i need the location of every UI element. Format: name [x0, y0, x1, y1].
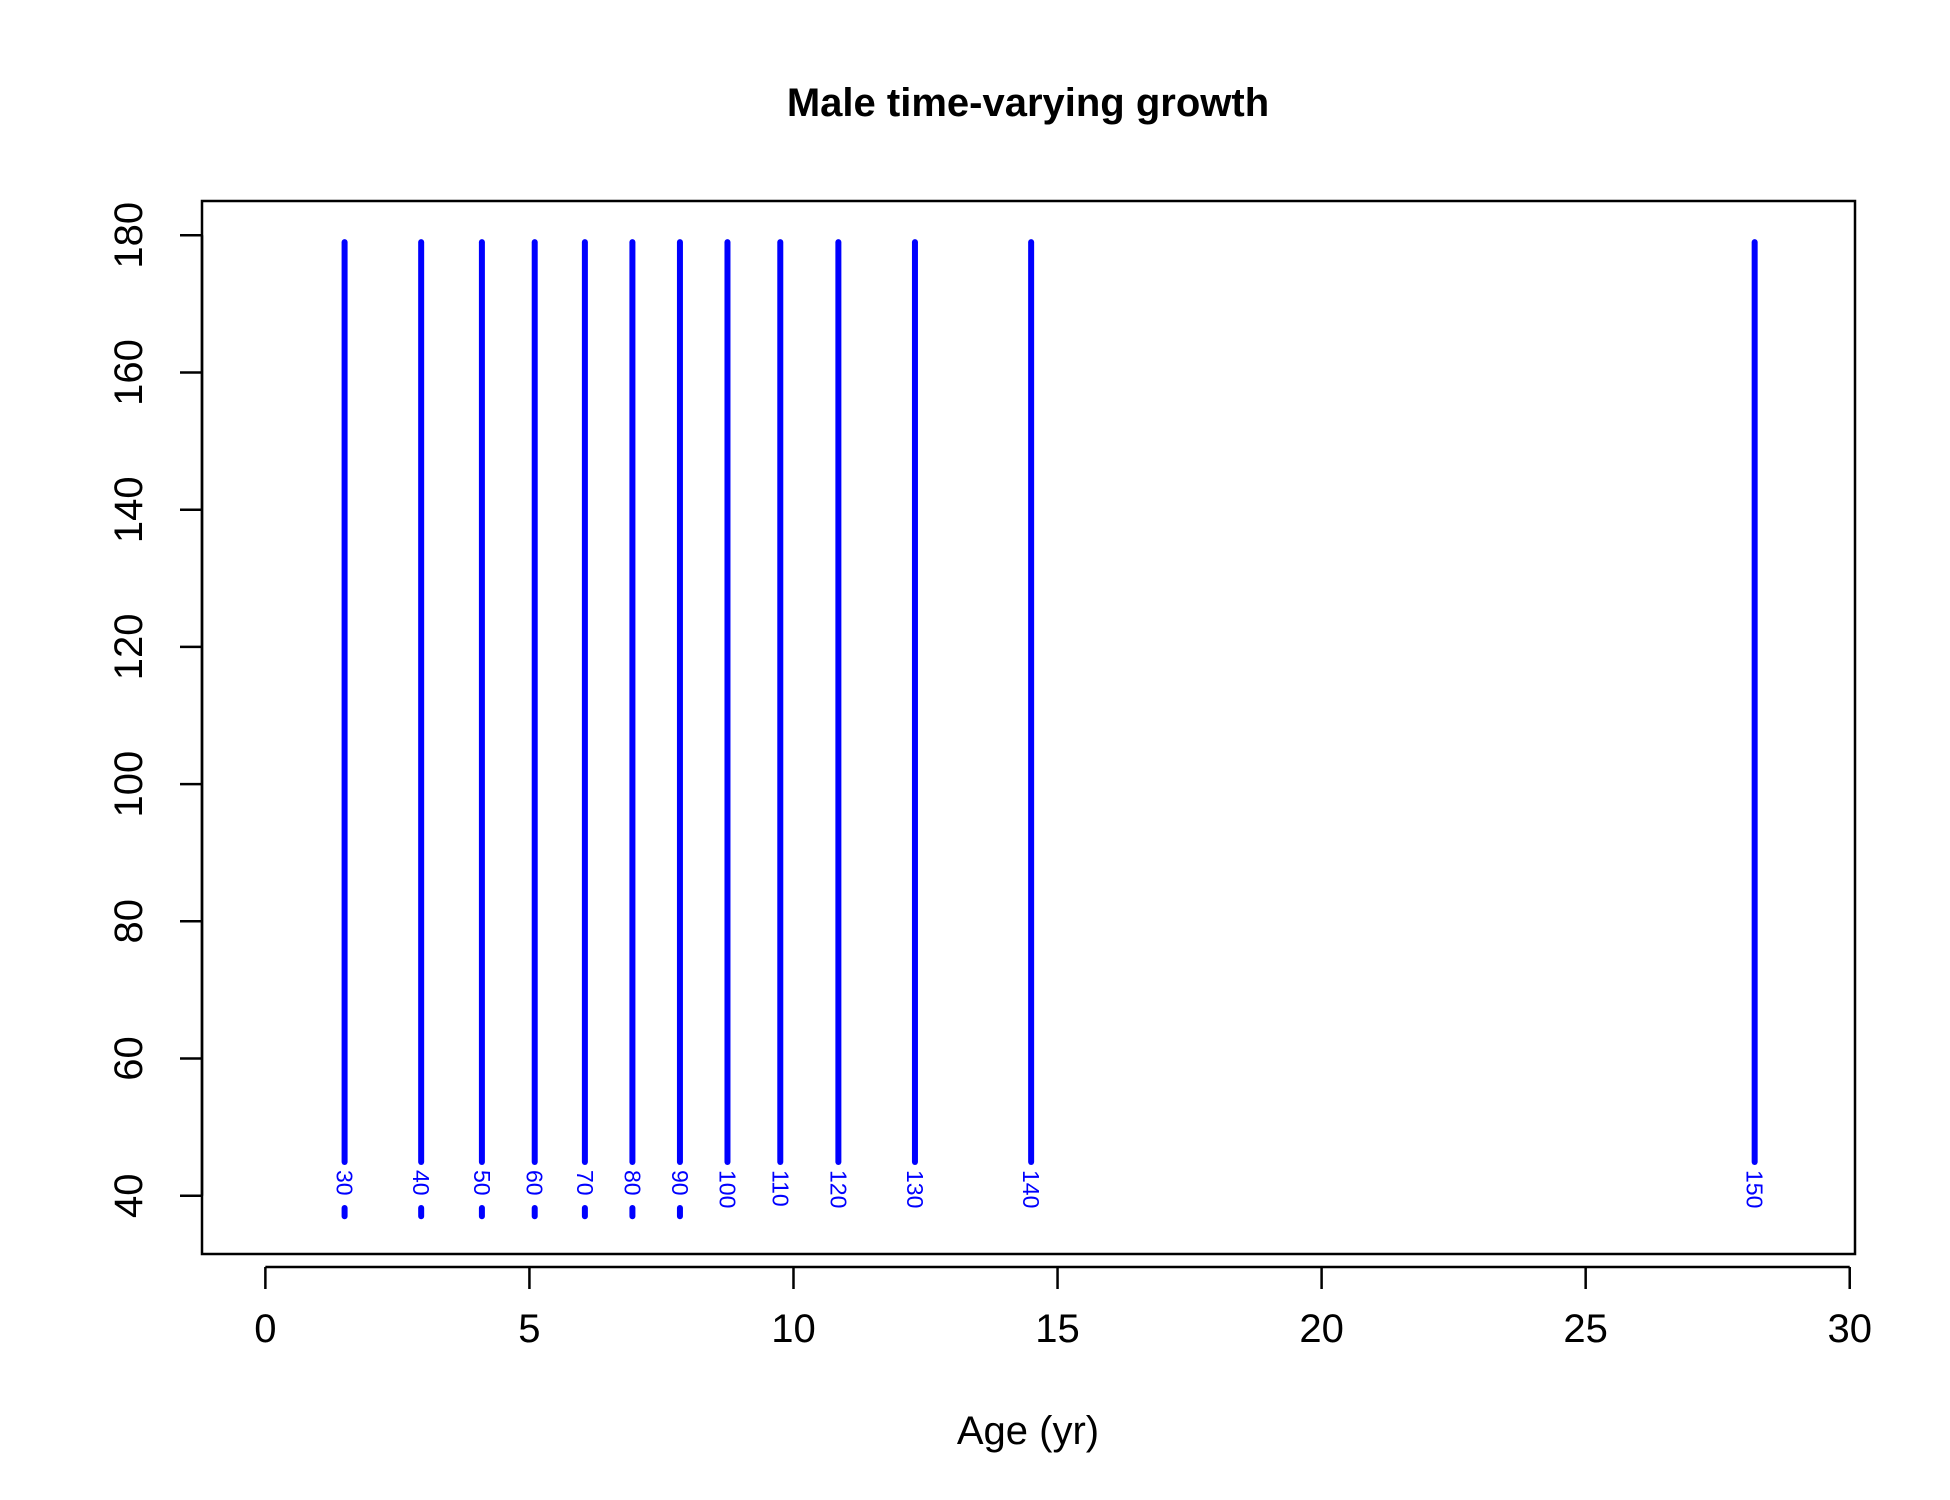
- growth-line-110: 110: [767, 239, 793, 1207]
- growth-line-label: 30: [332, 1170, 358, 1196]
- y-tick-label: 80: [107, 899, 151, 944]
- growth-line-label: 100: [714, 1170, 740, 1208]
- growth-line-140: 140: [1018, 239, 1044, 1208]
- growth-line-label: 80: [619, 1170, 645, 1196]
- x-tick-label: 20: [1299, 1307, 1344, 1351]
- growth-line-label: 110: [767, 1170, 793, 1207]
- x-tick-label: 0: [254, 1307, 276, 1351]
- growth-line-60: 60: [522, 239, 548, 1220]
- growth-line-130: 130: [902, 239, 928, 1208]
- y-tick-label: 180: [107, 202, 151, 269]
- growth-line-50: 50: [469, 239, 495, 1220]
- growth-line-label: 140: [1018, 1170, 1044, 1208]
- growth-line-label: 120: [825, 1170, 851, 1208]
- growth-line-100: 100: [714, 239, 740, 1208]
- y-tick-label: 40: [107, 1173, 151, 1218]
- growth-line-label: 50: [469, 1170, 495, 1196]
- y-tick-label: 160: [107, 339, 151, 406]
- y-tick-label: 100: [107, 751, 151, 818]
- growth-line-label: 40: [408, 1170, 434, 1196]
- growth-line-30: 30: [332, 239, 358, 1220]
- growth-line-40: 40: [408, 239, 434, 1220]
- growth-line-label: 70: [572, 1170, 598, 1196]
- x-tick-label: 5: [518, 1307, 540, 1351]
- y-tick-label: 120: [107, 614, 151, 681]
- growth-line-150: 150: [1742, 239, 1768, 1208]
- growth-line-label: 60: [522, 1170, 548, 1196]
- y-axis: 40 60 80 100 120 140 160 180: [107, 202, 204, 1218]
- growth-line-80: 80: [619, 239, 645, 1220]
- x-tick-label: 10: [771, 1307, 816, 1351]
- growth-line-label: 90: [667, 1170, 693, 1196]
- x-tick-label: 15: [1035, 1307, 1080, 1351]
- growth-line-120: 120: [825, 239, 851, 1208]
- y-tick-label: 140: [107, 476, 151, 543]
- y-tick-label: 60: [107, 1036, 151, 1081]
- chart-title: Male time-varying growth: [787, 81, 1269, 125]
- series-layer: 30 40 50 60 70 80 90 100 110 120 130 140 150: [332, 239, 1768, 1220]
- growth-line-label: 150: [1742, 1170, 1768, 1208]
- x-axis-label: Age (yr): [957, 1409, 1099, 1453]
- growth-line-90: 90: [667, 239, 693, 1220]
- x-tick-label: 30: [1827, 1307, 1872, 1351]
- x-axis: 0 5 10 15 20 25 30: [254, 1265, 1872, 1351]
- x-tick-label: 25: [1563, 1307, 1608, 1351]
- growth-line-label: 130: [902, 1170, 928, 1208]
- growth-line-70: 70: [572, 239, 598, 1220]
